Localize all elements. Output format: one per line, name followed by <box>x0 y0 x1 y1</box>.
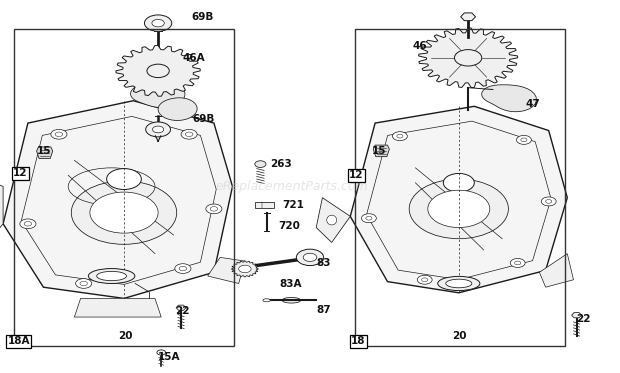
Circle shape <box>24 222 32 226</box>
Polygon shape <box>158 98 197 120</box>
Circle shape <box>510 258 525 267</box>
Circle shape <box>175 264 191 273</box>
Text: 720: 720 <box>278 221 299 231</box>
Circle shape <box>361 214 376 223</box>
Circle shape <box>146 122 170 137</box>
Circle shape <box>90 192 158 233</box>
Circle shape <box>296 249 324 266</box>
Polygon shape <box>0 175 3 239</box>
Circle shape <box>541 197 556 206</box>
Circle shape <box>179 266 187 271</box>
Circle shape <box>210 207 218 211</box>
Text: 12: 12 <box>349 170 364 180</box>
Circle shape <box>303 253 317 261</box>
Bar <box>355 29 565 346</box>
Bar <box>14 29 234 346</box>
Text: 47: 47 <box>526 100 541 109</box>
Text: 721: 721 <box>282 200 304 210</box>
Polygon shape <box>116 46 200 96</box>
Text: 46: 46 <box>412 41 427 50</box>
Ellipse shape <box>89 269 135 283</box>
Circle shape <box>147 64 169 78</box>
Circle shape <box>51 129 67 139</box>
Circle shape <box>55 132 63 137</box>
Polygon shape <box>131 80 185 107</box>
Text: 22: 22 <box>577 314 591 324</box>
Text: 18: 18 <box>351 336 366 346</box>
Text: 83: 83 <box>316 258 330 268</box>
Text: 69B: 69B <box>192 115 215 124</box>
Text: 263: 263 <box>270 159 291 169</box>
Text: 87: 87 <box>316 305 331 315</box>
Text: 83A: 83A <box>279 279 301 289</box>
Circle shape <box>454 50 482 66</box>
Circle shape <box>516 135 531 144</box>
Circle shape <box>185 132 193 137</box>
Circle shape <box>71 181 177 244</box>
Circle shape <box>546 200 552 203</box>
Polygon shape <box>350 106 567 293</box>
Polygon shape <box>373 145 389 157</box>
Ellipse shape <box>438 276 480 291</box>
Polygon shape <box>231 261 259 277</box>
Text: 18A: 18A <box>7 336 30 346</box>
Circle shape <box>443 173 474 192</box>
Circle shape <box>239 265 251 273</box>
Text: 15: 15 <box>37 146 51 156</box>
Polygon shape <box>482 85 536 112</box>
Circle shape <box>153 126 164 133</box>
Text: 69B: 69B <box>191 12 213 22</box>
Circle shape <box>144 15 172 31</box>
Text: 15: 15 <box>372 146 386 156</box>
Polygon shape <box>316 198 350 242</box>
Circle shape <box>76 279 92 288</box>
Circle shape <box>366 216 372 220</box>
Circle shape <box>392 132 407 141</box>
Polygon shape <box>539 254 574 287</box>
Circle shape <box>152 19 164 27</box>
Circle shape <box>397 134 403 138</box>
Polygon shape <box>461 13 476 21</box>
Ellipse shape <box>327 215 337 225</box>
Circle shape <box>422 278 428 282</box>
Polygon shape <box>74 298 161 317</box>
Polygon shape <box>572 313 582 318</box>
Polygon shape <box>37 147 53 159</box>
Circle shape <box>409 179 508 239</box>
Polygon shape <box>176 305 186 310</box>
Circle shape <box>417 275 432 284</box>
Circle shape <box>80 281 87 286</box>
Circle shape <box>20 219 36 229</box>
Circle shape <box>255 161 266 167</box>
Circle shape <box>157 350 166 355</box>
Circle shape <box>428 190 490 228</box>
Ellipse shape <box>446 279 472 288</box>
Text: 46A: 46A <box>183 53 205 63</box>
Text: 22: 22 <box>175 307 189 316</box>
Circle shape <box>206 204 222 214</box>
Ellipse shape <box>282 298 301 303</box>
Ellipse shape <box>97 272 126 280</box>
Text: 12: 12 <box>13 169 28 178</box>
Text: 20: 20 <box>453 331 467 341</box>
Polygon shape <box>3 101 232 298</box>
Polygon shape <box>418 28 518 88</box>
Ellipse shape <box>263 299 270 302</box>
Polygon shape <box>208 257 245 283</box>
Circle shape <box>515 261 521 265</box>
Circle shape <box>181 129 197 139</box>
Bar <box>255 202 274 208</box>
Text: 20: 20 <box>118 331 132 341</box>
Circle shape <box>521 138 527 142</box>
Text: eReplacementParts.com: eReplacementParts.com <box>215 180 368 193</box>
Text: 15A: 15A <box>158 352 180 362</box>
Circle shape <box>107 169 141 189</box>
